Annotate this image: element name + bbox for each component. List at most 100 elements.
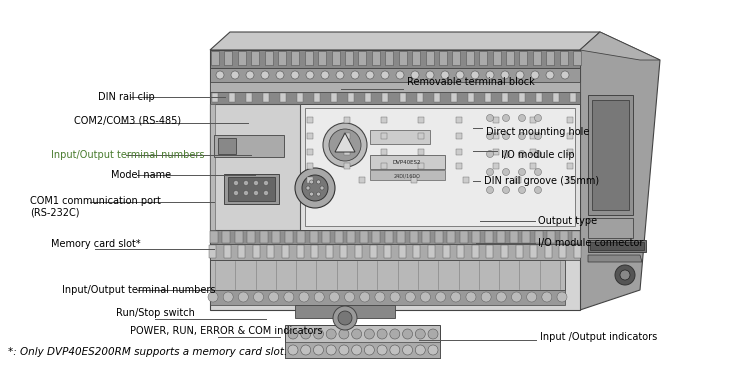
Text: DIN rail groove (35mm): DIN rail groove (35mm)	[484, 176, 598, 186]
Circle shape	[288, 345, 298, 355]
Circle shape	[526, 292, 537, 302]
Circle shape	[503, 151, 509, 158]
Bar	[466, 51, 474, 65]
Circle shape	[436, 292, 445, 302]
Bar	[260, 231, 268, 243]
Bar	[530, 149, 536, 155]
Bar	[381, 133, 387, 139]
Circle shape	[377, 345, 387, 355]
Circle shape	[254, 181, 259, 185]
Bar	[419, 133, 424, 139]
Circle shape	[295, 168, 335, 208]
Bar	[588, 218, 633, 238]
Bar	[509, 231, 518, 243]
Circle shape	[518, 186, 526, 194]
Polygon shape	[210, 50, 580, 68]
Circle shape	[268, 292, 279, 302]
Text: I/O module connector: I/O module connector	[538, 238, 644, 249]
Circle shape	[329, 292, 340, 302]
Bar	[344, 117, 350, 123]
Bar	[455, 163, 461, 169]
Bar	[560, 231, 568, 243]
Circle shape	[535, 151, 542, 158]
Polygon shape	[588, 255, 642, 262]
Bar	[468, 93, 474, 102]
Bar	[210, 231, 218, 243]
Circle shape	[426, 71, 434, 79]
Bar	[530, 133, 536, 139]
Bar	[326, 245, 333, 258]
Polygon shape	[285, 325, 440, 358]
Bar	[532, 51, 541, 65]
Circle shape	[503, 186, 509, 194]
Bar	[502, 93, 508, 102]
Bar	[268, 245, 274, 258]
Circle shape	[482, 292, 491, 302]
Bar	[433, 93, 439, 102]
Circle shape	[364, 345, 374, 355]
Bar	[332, 93, 338, 102]
Circle shape	[487, 114, 494, 121]
Bar	[253, 245, 260, 258]
Bar	[519, 51, 527, 65]
Bar	[574, 245, 581, 258]
Bar	[370, 245, 376, 258]
Bar	[458, 245, 464, 258]
Circle shape	[246, 71, 254, 79]
Bar	[282, 245, 289, 258]
Circle shape	[503, 168, 509, 175]
Circle shape	[339, 345, 349, 355]
Bar	[307, 117, 313, 123]
Text: Memory card slot*: Memory card slot*	[51, 239, 141, 249]
Text: Input/Output terminal numbers: Input/Output terminal numbers	[51, 150, 205, 161]
Circle shape	[314, 329, 323, 339]
Bar	[455, 149, 461, 155]
Bar	[567, 163, 573, 169]
Circle shape	[390, 345, 400, 355]
Bar	[463, 177, 469, 183]
Bar	[263, 93, 269, 102]
Circle shape	[535, 168, 542, 175]
Circle shape	[310, 192, 314, 196]
Polygon shape	[210, 104, 300, 230]
Polygon shape	[580, 32, 660, 310]
Bar	[238, 51, 246, 65]
Bar	[344, 163, 350, 169]
Bar	[298, 231, 305, 243]
Bar	[472, 245, 478, 258]
Circle shape	[254, 292, 263, 302]
Bar	[411, 177, 417, 183]
Text: POWER, RUN, ERROR & COM indicators: POWER, RUN, ERROR & COM indicators	[130, 326, 322, 336]
Circle shape	[338, 311, 352, 325]
Bar	[519, 93, 525, 102]
Circle shape	[487, 151, 494, 158]
Bar	[344, 149, 350, 155]
Bar	[224, 245, 230, 258]
Bar	[278, 51, 286, 65]
Bar	[285, 231, 293, 243]
Circle shape	[542, 292, 552, 302]
Circle shape	[333, 306, 357, 330]
Circle shape	[487, 168, 494, 175]
Circle shape	[263, 181, 268, 185]
Bar	[304, 51, 313, 65]
Bar	[588, 95, 633, 215]
Bar	[412, 51, 420, 65]
Circle shape	[233, 191, 238, 195]
Bar	[535, 231, 542, 243]
Circle shape	[518, 114, 526, 121]
Bar	[228, 177, 275, 201]
Bar	[212, 93, 218, 102]
Text: DVP40ES2: DVP40ES2	[393, 161, 422, 165]
Bar	[334, 231, 343, 243]
Circle shape	[416, 329, 425, 339]
Circle shape	[326, 329, 336, 339]
Bar	[419, 149, 424, 155]
Text: Output type: Output type	[538, 216, 598, 226]
Bar	[428, 245, 435, 258]
Circle shape	[503, 114, 509, 121]
Bar	[515, 245, 523, 258]
Circle shape	[535, 132, 542, 139]
Bar	[340, 245, 347, 258]
Text: COM1 communication port
(RS-232C): COM1 communication port (RS-232C)	[30, 196, 160, 217]
